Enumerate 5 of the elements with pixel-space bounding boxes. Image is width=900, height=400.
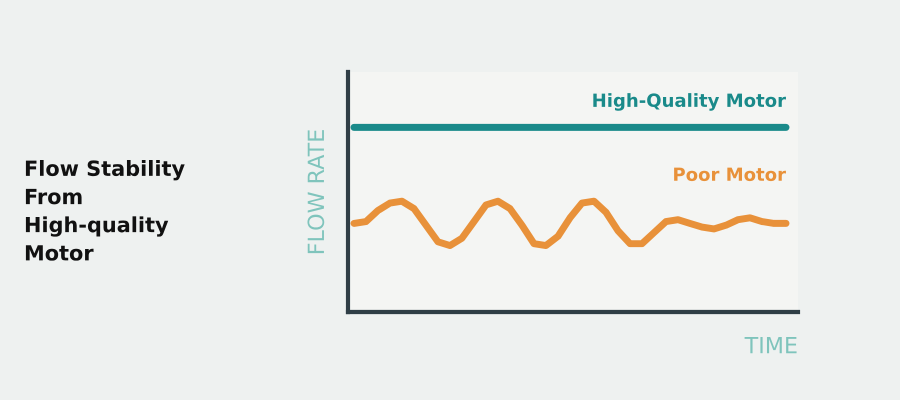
y-axis-title: FLOW RATE xyxy=(307,130,324,254)
text: Poor Motor xyxy=(674,168,786,182)
series-label: High-Quality Motor xyxy=(593,93,786,111)
x-axis-title: TIME xyxy=(744,336,797,354)
text: Flow Stability From High-quality Motor xyxy=(26,160,185,261)
